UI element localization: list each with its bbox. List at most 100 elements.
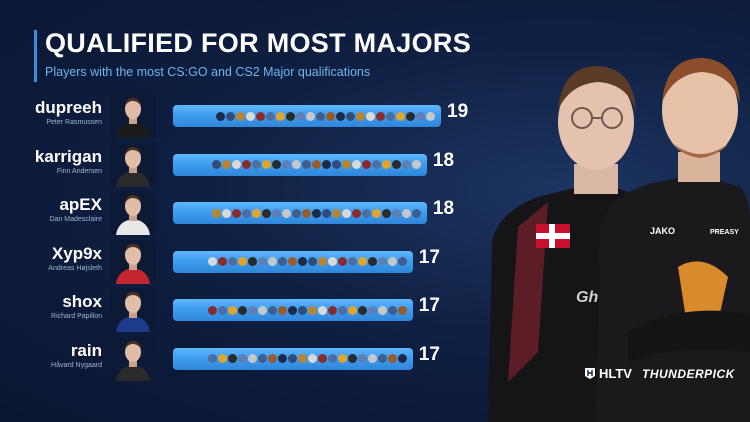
major-logo-icon [277, 354, 287, 363]
major-logos-strip [211, 202, 421, 224]
major-logo-icon [207, 354, 217, 363]
major-count-bar [173, 299, 413, 321]
player-row: Xyp9x Andreas Højsleth 17 [0, 239, 470, 284]
major-logo-icon [426, 111, 435, 121]
major-logo-icon [257, 354, 267, 363]
title-accent-bar [34, 30, 37, 82]
major-logo-icon [247, 354, 257, 363]
player-photo-right: JAKO PREASY [596, 58, 750, 422]
major-logo-icon [397, 257, 407, 266]
major-logo-icon [301, 160, 311, 169]
major-logo-icon [286, 111, 295, 121]
thunderpick-logo: THUNDERPICK [641, 366, 735, 381]
player-real-name: Dan Madesclaire [49, 216, 102, 223]
major-logo-icon [241, 160, 251, 169]
major-logo-icon [207, 305, 217, 315]
player-row: dupreeh Peter Rasmussen 19 [0, 94, 470, 138]
major-logos-strip [207, 348, 407, 370]
major-count-bar [173, 347, 413, 370]
major-logo-icon [211, 208, 221, 218]
major-logo-icon [361, 208, 371, 218]
major-logo-icon [271, 160, 281, 169]
major-logo-icon [297, 257, 307, 266]
major-logo-icon [411, 208, 421, 218]
major-logo-icon [337, 354, 347, 363]
hltv-logo: HLTV [584, 366, 632, 381]
major-logo-icon [307, 354, 317, 363]
major-logo-icon [227, 257, 237, 266]
svg-text:JAKO: JAKO [650, 226, 675, 236]
major-logo-icon [257, 257, 267, 266]
major-logo-icon [297, 354, 307, 363]
major-logo-icon [397, 305, 407, 315]
player-row: shox Richard Papillon 17 [0, 288, 470, 332]
major-logo-icon [221, 208, 231, 218]
major-logo-icon [236, 111, 245, 121]
major-logo-icon [361, 160, 371, 169]
major-logo-icon [351, 208, 361, 218]
major-logo-icon [207, 257, 217, 266]
major-logo-icon [396, 111, 405, 121]
major-logo-icon [267, 305, 277, 315]
major-logo-icon [296, 111, 305, 121]
major-logo-icon [391, 160, 401, 169]
major-logo-icon [347, 354, 357, 363]
major-logo-icon [217, 257, 227, 266]
major-logo-icon [261, 208, 271, 218]
major-logo-icon [381, 160, 391, 169]
major-logo-icon [267, 257, 277, 266]
major-logo-icon [321, 208, 331, 218]
major-logo-icon [377, 257, 387, 266]
major-logo-icon [327, 305, 337, 315]
page-title: QUALIFIED FOR MOST MAJORS [45, 28, 471, 58]
major-logo-icon [347, 257, 357, 266]
major-count-bar [173, 105, 441, 127]
major-logo-icon [217, 305, 227, 315]
major-logo-icon [387, 305, 397, 315]
major-logo-icon [291, 160, 301, 169]
player-avatar-icon [110, 336, 156, 381]
major-logo-icon [416, 111, 425, 121]
major-logo-icon [341, 208, 351, 218]
major-logo-icon [277, 305, 287, 315]
major-logo-icon [317, 257, 327, 266]
major-logo-icon [231, 160, 241, 169]
major-logo-icon [301, 208, 311, 218]
player-nickname: apEX [59, 195, 102, 214]
major-logos-strip [207, 251, 407, 273]
major-logo-icon [327, 354, 337, 363]
major-logo-icon [247, 305, 257, 315]
sponsor-logos: HLTV THUNDERPICK [584, 366, 735, 381]
player-nickname: shox [62, 292, 102, 311]
major-logo-icon [357, 305, 367, 315]
major-logo-icon [397, 354, 407, 363]
major-logo-icon [317, 354, 327, 363]
major-logo-icon [367, 257, 377, 266]
major-logo-icon [311, 208, 321, 218]
major-logo-icon [351, 160, 361, 169]
player-avatar-icon [110, 191, 156, 235]
player-row: apEX Dan Madesclaire 18 [0, 191, 470, 235]
player-nickname: karrigan [34, 146, 102, 166]
player-real-name: Finn Andersen [56, 167, 102, 175]
major-logo-icon [406, 111, 415, 121]
major-logo-icon [251, 160, 261, 169]
major-logo-icon [261, 160, 271, 169]
player-avatar-icon [110, 142, 156, 187]
major-logo-icon [307, 305, 317, 315]
major-logo-icon [377, 354, 387, 363]
major-logos-strip [207, 299, 407, 321]
player-nickname: dupreeh [34, 98, 102, 117]
major-logo-icon [411, 160, 421, 169]
major-logo-icon [357, 257, 367, 266]
player-avatar-icon [110, 288, 156, 332]
major-logos-strip [216, 105, 435, 127]
major-logo-icon [326, 111, 335, 121]
major-logo-icon [256, 111, 265, 121]
major-logo-icon [401, 208, 411, 218]
svg-text:PREASY: PREASY [710, 229, 739, 236]
hltv-mark-icon [585, 368, 595, 379]
major-logo-icon [367, 354, 377, 363]
major-logo-icon [357, 354, 367, 363]
